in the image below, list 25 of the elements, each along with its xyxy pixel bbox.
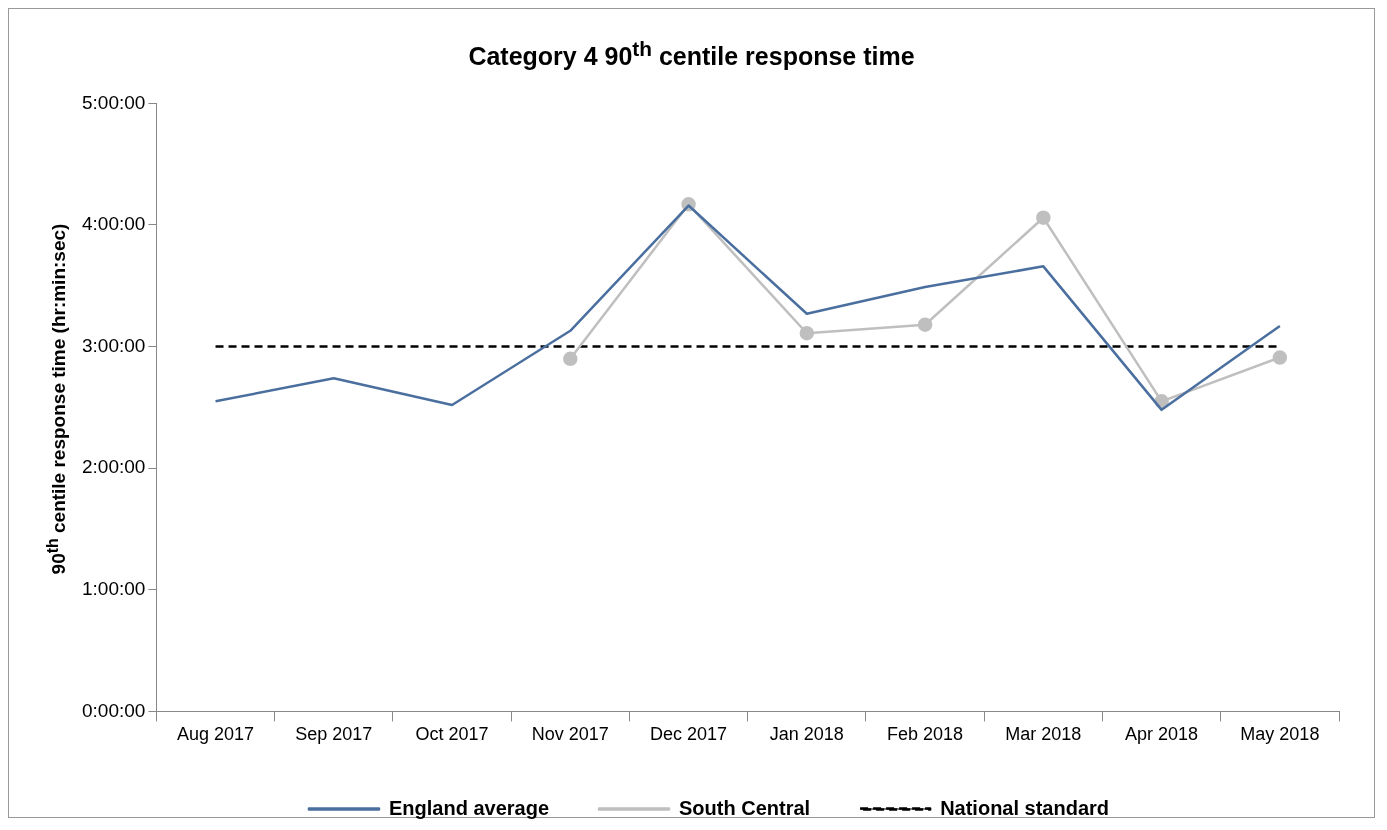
x-tick-label: Nov 2017 (531, 724, 609, 745)
x-tick-label: Mar 2018 (1005, 724, 1082, 745)
point (1036, 210, 1051, 225)
x-tick-label: Jan 2018 (769, 724, 844, 745)
point (563, 351, 578, 367)
x-tick-label: May 2018 (1240, 724, 1320, 745)
point (917, 317, 933, 332)
point (1272, 350, 1288, 365)
y-tick-label: 2:00:00 (81, 456, 146, 478)
legend-label: South Central (679, 796, 811, 819)
y-tick-label: 5:00:00 (81, 91, 146, 113)
point (799, 325, 815, 341)
x-tick-label: Sep 2017 (295, 724, 373, 745)
x-tick-label: Aug 2017 (176, 724, 255, 745)
y-tick-label: 0:00:00 (81, 699, 146, 721)
legend-label: England average (388, 796, 550, 819)
y-tick-label: 3:00:00 (81, 334, 146, 356)
x-tick-label: Oct 2017 (415, 724, 489, 745)
y-tick-label: 1:00:00 (81, 578, 146, 600)
chart-title: Category 4 90$^{th}$ centile response time (467, 37, 916, 72)
x-tick-label: Feb 2018 (887, 724, 964, 745)
x-tick-label: Apr 2018 (1125, 724, 1199, 745)
x-tick-label: Dec 2017 (650, 724, 728, 745)
y-tick-label: 4:00:00 (81, 213, 146, 235)
legend-label: National standard (940, 796, 1110, 819)
